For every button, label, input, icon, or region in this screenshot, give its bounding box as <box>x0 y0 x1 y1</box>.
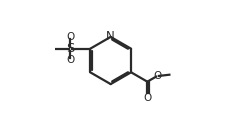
Text: O: O <box>153 71 161 81</box>
Text: O: O <box>66 32 74 42</box>
Text: O: O <box>143 93 152 103</box>
Text: N: N <box>106 30 115 43</box>
Text: S: S <box>66 42 74 55</box>
Text: O: O <box>66 55 74 65</box>
